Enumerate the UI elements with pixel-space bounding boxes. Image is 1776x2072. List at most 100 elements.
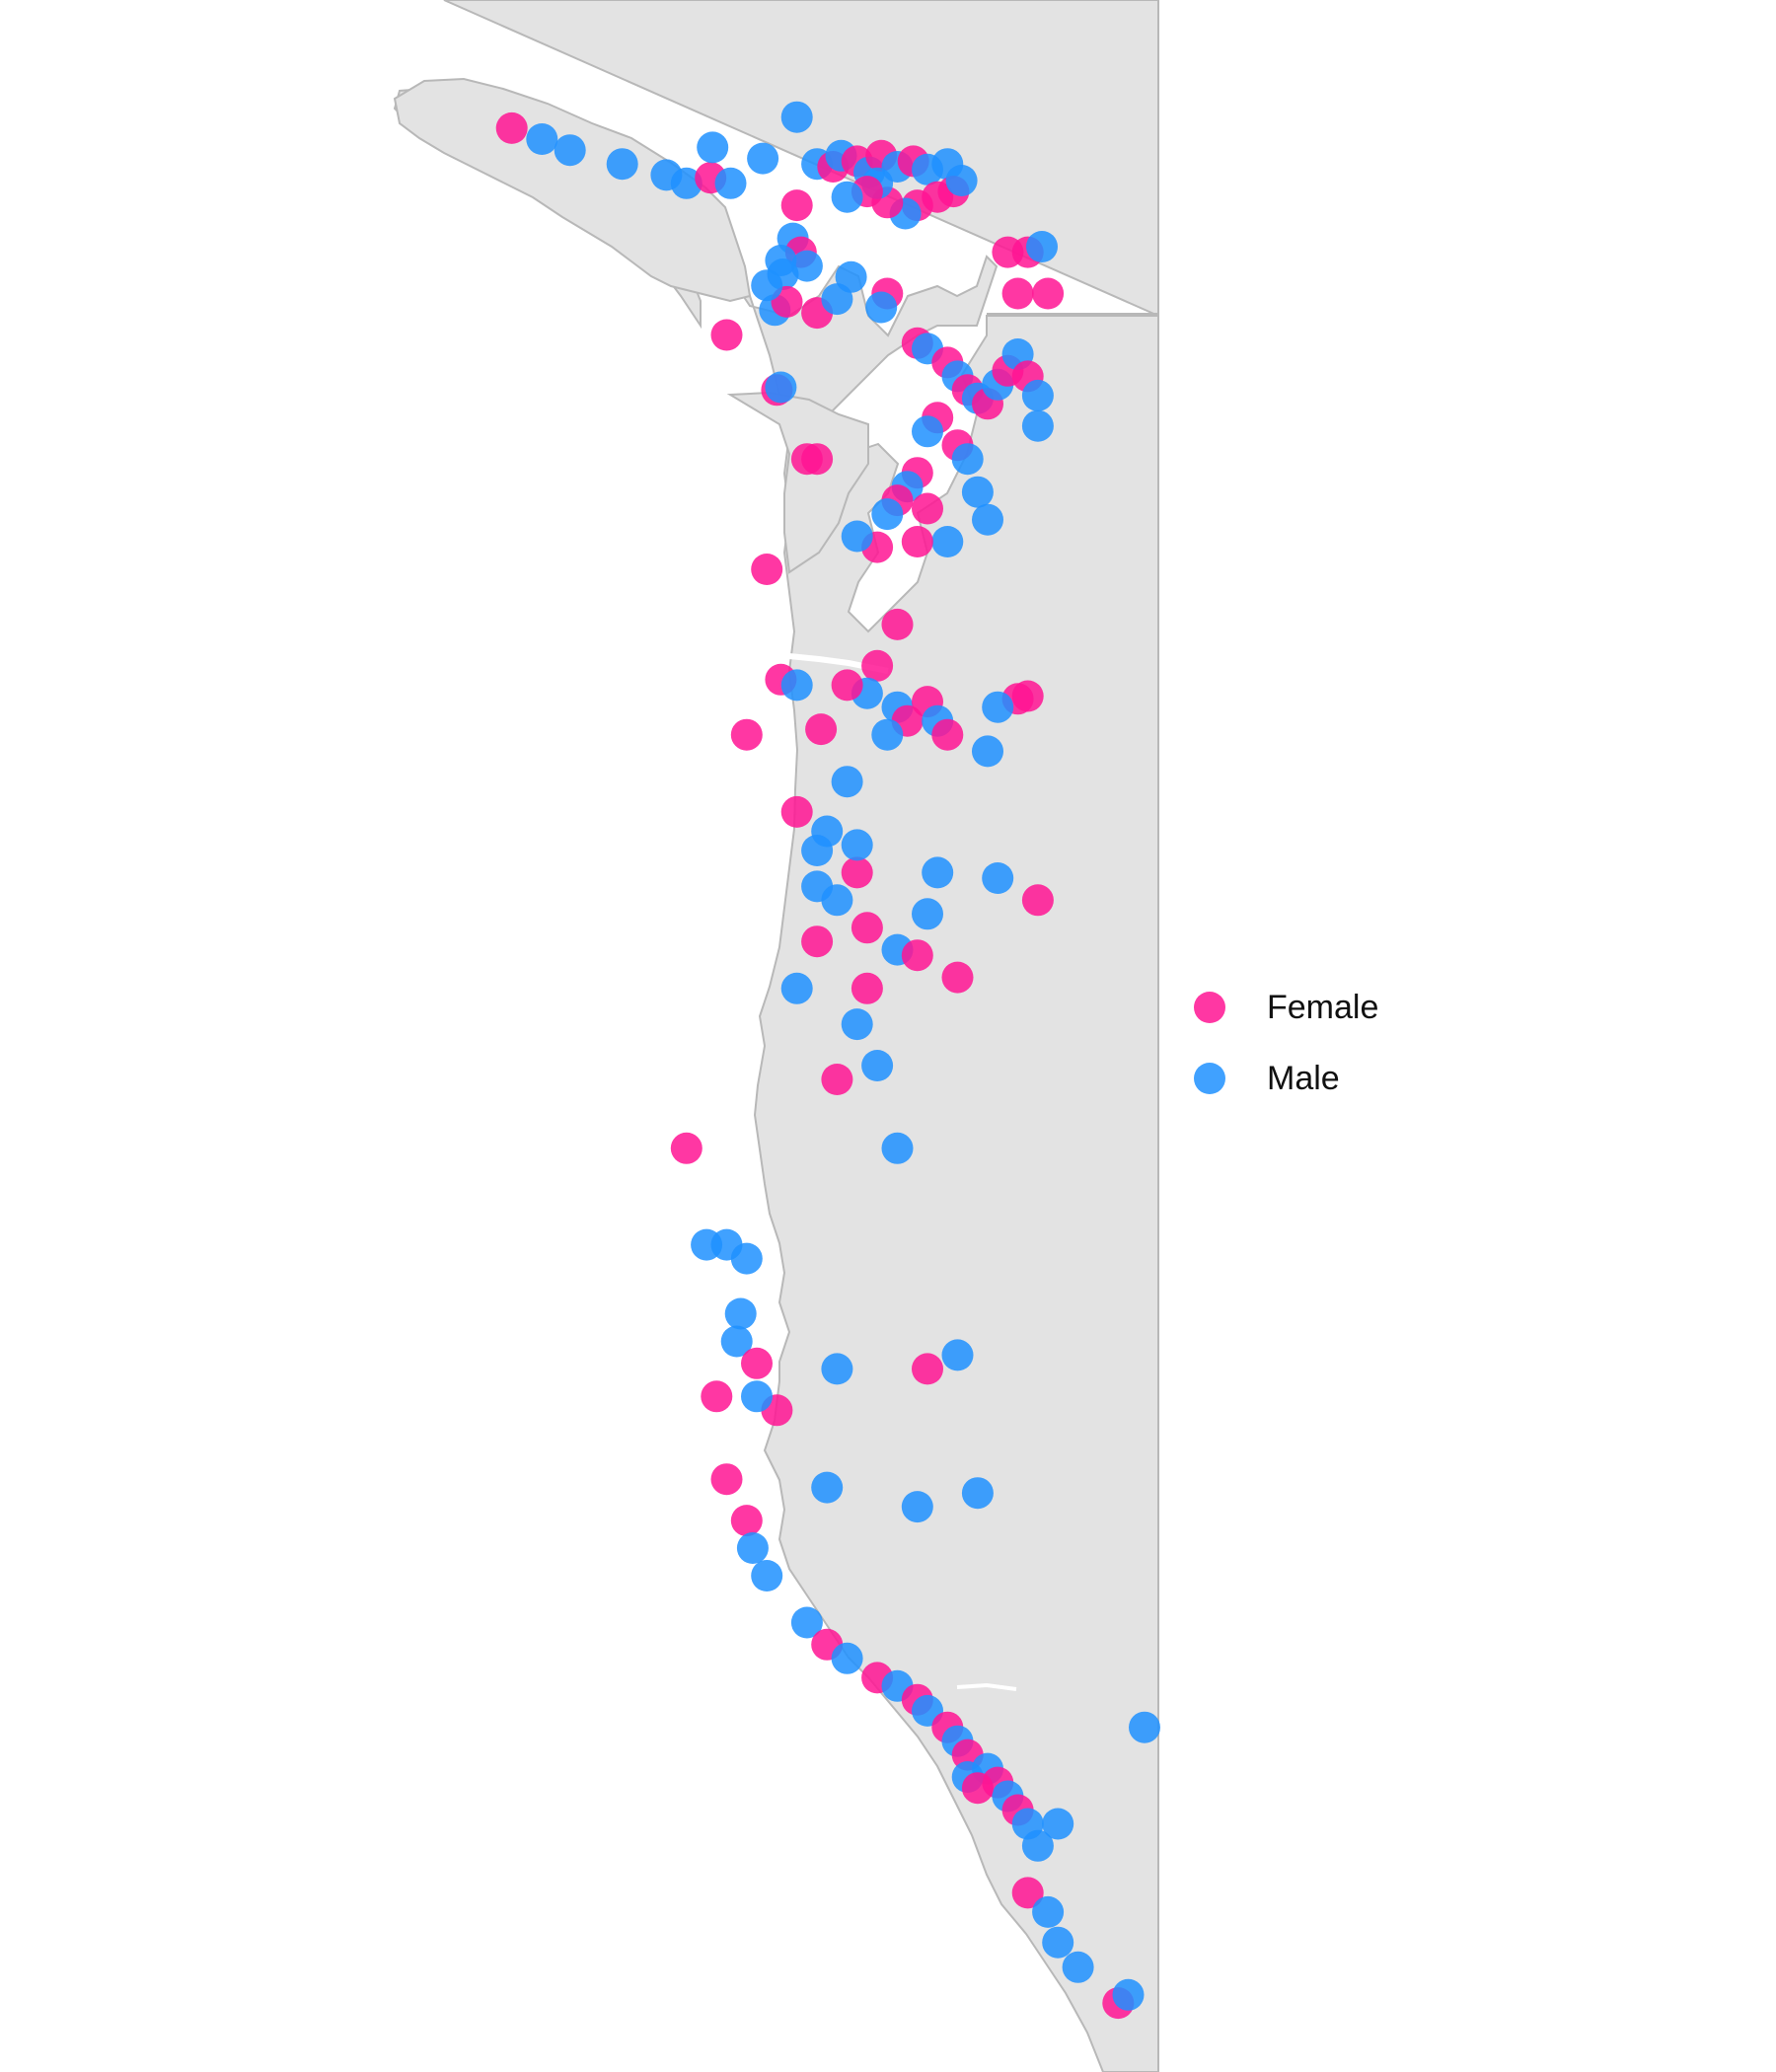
observation-point-male[interactable] [881,1132,914,1164]
observation-point-female[interactable] [1032,277,1065,310]
observation-point-male[interactable] [1129,1711,1160,1743]
observation-point-male[interactable] [912,415,943,448]
observation-point-male[interactable] [811,1471,844,1504]
observation-point-male[interactable] [747,142,779,175]
observation-point-male[interactable] [790,1606,823,1639]
observation-point-female[interactable] [1011,1877,1044,1909]
observation-point-male[interactable] [951,443,984,476]
observation-point-female[interactable] [1001,277,1034,310]
observation-point-female[interactable] [741,1347,773,1379]
observation-point-female[interactable] [710,1463,743,1496]
observation-point-male[interactable] [801,835,834,866]
observation-point-male[interactable] [972,735,1003,768]
observation-point-male[interactable] [606,148,638,181]
observation-point-male[interactable] [730,1242,763,1275]
observation-point-female[interactable] [730,718,763,751]
observation-point-male[interactable] [865,291,898,324]
observation-point-male[interactable] [961,1477,994,1510]
observation-point-male[interactable] [765,371,797,404]
observation-point-female[interactable] [805,713,838,746]
observation-point-female[interactable] [931,718,964,751]
observation-point-male[interactable] [790,250,823,282]
observation-point-male[interactable] [1042,1808,1074,1840]
observation-point-male[interactable] [697,131,729,164]
observation-point-male[interactable] [821,1353,853,1385]
observation-point-male[interactable] [871,718,904,751]
observation-point-male[interactable] [1032,1895,1065,1928]
observation-point-male[interactable] [835,260,867,293]
observation-point-male[interactable] [1026,231,1058,262]
observation-point-male[interactable] [736,1532,769,1564]
observation-point-female[interactable] [901,526,933,557]
observation-point-male[interactable] [931,526,964,557]
observation-point-male[interactable] [780,972,813,1004]
legend-label-male: Male [1267,1059,1340,1097]
observation-point-female[interactable] [1011,680,1044,712]
observation-point-female[interactable] [941,961,974,994]
observation-point-male[interactable] [982,862,1014,894]
observation-point-female[interactable] [851,972,883,1004]
observation-point-female[interactable] [801,925,834,958]
observation-point-male[interactable] [871,498,904,531]
observation-point-male[interactable] [831,1642,863,1674]
legend-item-female: Female [1194,972,1378,1043]
observation-point-male[interactable] [670,167,703,199]
observation-point-male[interactable] [1021,1829,1054,1862]
observation-point-male[interactable] [941,1339,974,1371]
observation-point-female[interactable] [780,189,813,222]
observation-point-male[interactable] [526,123,558,155]
observation-point-male[interactable] [751,269,783,302]
observation-point-female[interactable] [861,649,894,682]
observation-point-female[interactable] [670,1132,703,1164]
observation-point-male[interactable] [724,1297,757,1330]
observation-point-female[interactable] [841,856,873,889]
observation-point-male[interactable] [821,884,853,917]
observation-point-female[interactable] [780,795,813,828]
observation-point-female[interactable] [831,669,863,702]
observation-points [495,101,1160,2020]
observation-point-male[interactable] [912,898,943,930]
observation-point-female[interactable] [751,554,783,585]
observation-point-male[interactable] [720,1325,753,1358]
observation-point-male[interactable] [1042,1926,1074,1959]
observation-point-female[interactable] [821,1064,853,1095]
observation-point-male[interactable] [751,1560,783,1591]
observation-point-female[interactable] [1021,884,1054,917]
observation-point-female[interactable] [912,1353,943,1385]
observation-point-male[interactable] [554,134,586,167]
observation-point-female[interactable] [961,1772,994,1805]
observation-point-female[interactable] [912,492,943,525]
observation-point-male[interactable] [841,1008,873,1041]
observation-point-male[interactable] [841,829,873,861]
observation-point-female[interactable] [495,111,528,144]
observation-point-male[interactable] [1021,379,1054,411]
observation-point-female[interactable] [701,1380,733,1413]
observation-point-female[interactable] [801,443,834,476]
legend-item-male: Male [1194,1043,1378,1114]
observation-point-male[interactable] [945,165,978,196]
legend-swatch-male [1194,1063,1225,1094]
observation-point-male[interactable] [831,766,863,798]
observation-point-male[interactable] [780,101,813,133]
observation-point-male[interactable] [861,1050,894,1081]
observation-point-male[interactable] [922,856,954,889]
observation-point-male[interactable] [901,1491,933,1523]
observation-point-female[interactable] [710,319,743,351]
observation-point-male[interactable] [765,245,797,276]
observation-point-female[interactable] [851,912,883,944]
observation-point-male[interactable] [1112,1978,1145,2011]
observation-point-male[interactable] [1021,409,1054,442]
observation-point-male[interactable] [831,181,863,213]
observation-point-male[interactable] [1062,1951,1094,1983]
observation-point-male[interactable] [961,476,994,508]
observation-point-female[interactable] [881,608,914,640]
observation-point-female[interactable] [730,1505,763,1537]
observation-point-male[interactable] [841,520,873,553]
observation-point-male[interactable] [714,167,747,199]
observation-point-female[interactable] [901,939,933,972]
observation-point-male[interactable] [741,1380,773,1413]
observation-point-male[interactable] [972,503,1003,536]
observation-point-male[interactable] [780,669,813,702]
observation-point-male[interactable] [982,691,1014,723]
